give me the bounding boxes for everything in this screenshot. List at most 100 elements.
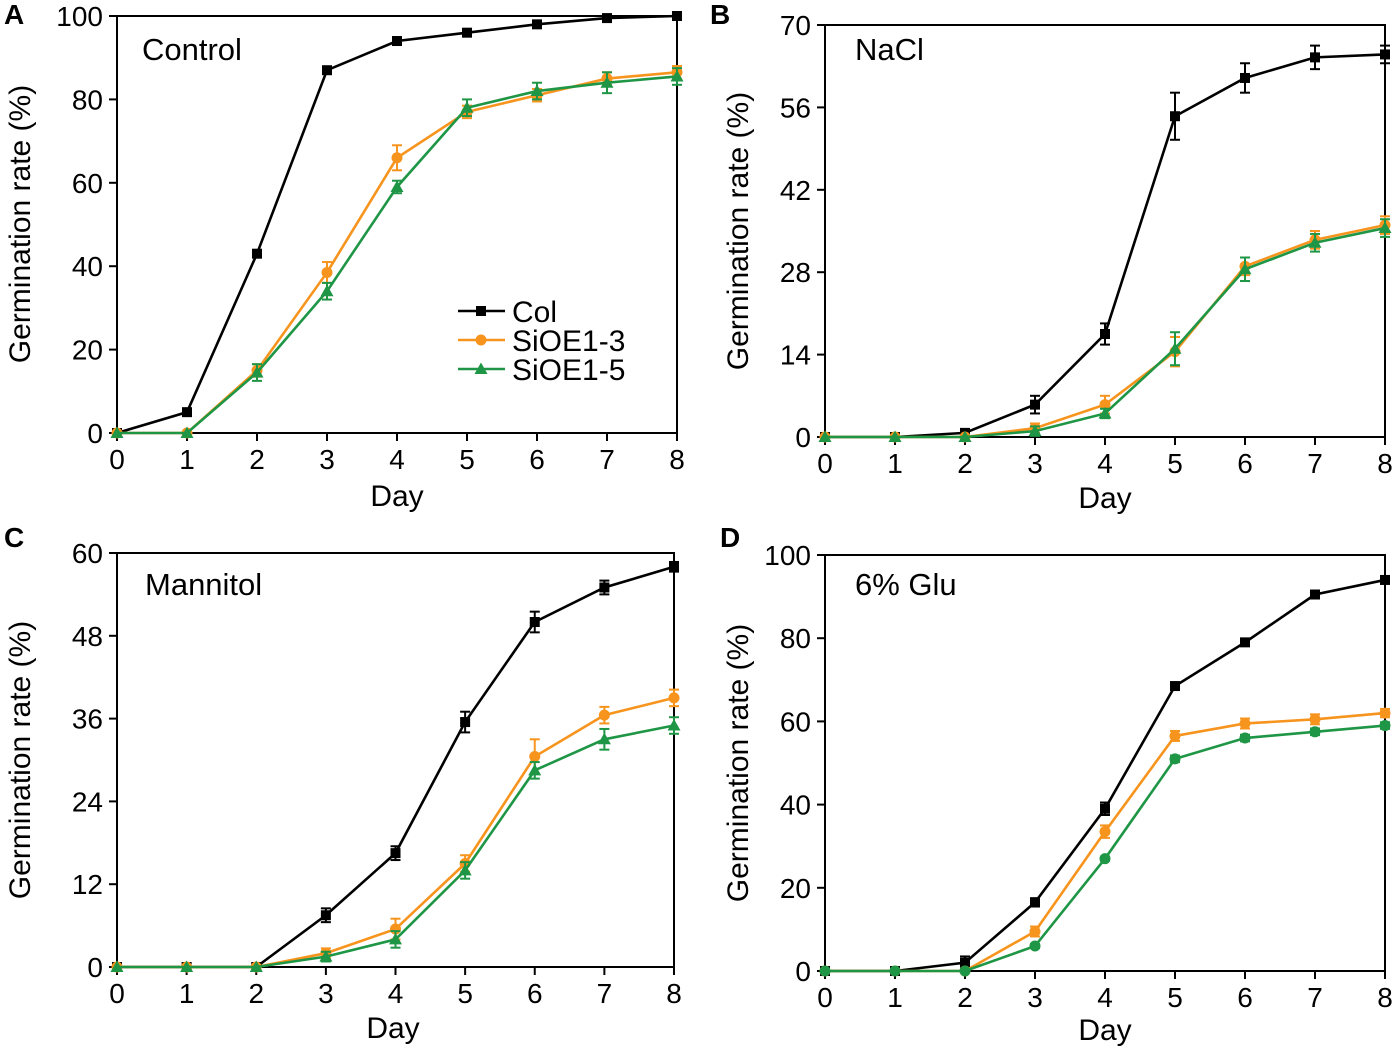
- x-tick-label: 3: [1027, 448, 1043, 479]
- y-tick-label: 60: [780, 706, 811, 737]
- legend-marker: [474, 362, 488, 374]
- data-point: [1030, 897, 1040, 908]
- panel-a: 0 1 2 3 4 5 6 7 8020406080100AControlDayGerminat…: [4, 0, 685, 513]
- legend-label: SiOE1-3: [512, 325, 625, 358]
- y-tick-label: 12: [72, 869, 103, 900]
- data-point: [600, 76, 614, 88]
- x-axis-label: Day: [366, 1012, 419, 1045]
- data-point: [599, 582, 610, 593]
- y-tick-label: 24: [72, 786, 103, 817]
- series-line: [825, 578, 1386, 973]
- data-point: [1310, 52, 1320, 63]
- x-tick-label: 1: [887, 982, 903, 1013]
- data-point: [1378, 221, 1392, 234]
- panel-title: Mannitol: [145, 567, 262, 602]
- series-sioe1-5: [818, 218, 1392, 442]
- series-sioe1-3: [819, 707, 1391, 977]
- panel-title: 6% Glu: [855, 567, 957, 602]
- x-tick-label: 6: [1237, 982, 1253, 1013]
- panel-letter: D: [720, 522, 740, 553]
- data-point: [819, 965, 831, 977]
- x-tick-label: 7: [599, 444, 615, 475]
- y-tick-label: 42: [780, 175, 811, 206]
- data-point: [1100, 329, 1110, 339]
- data-point: [529, 751, 541, 763]
- data-point: [182, 407, 192, 418]
- data-point: [110, 426, 124, 438]
- data-point: [1028, 424, 1042, 437]
- y-tick-label: 40: [780, 790, 811, 821]
- data-point: [888, 430, 902, 442]
- data-point: [110, 960, 124, 972]
- data-point: [1380, 574, 1390, 585]
- data-point: [1099, 399, 1111, 411]
- data-point: [598, 709, 610, 721]
- x-tick-label: 0: [817, 982, 833, 1013]
- x-tick-label: 6: [529, 444, 545, 475]
- data-point: [1308, 236, 1322, 248]
- data-point: [1099, 853, 1111, 865]
- y-tick-label: 0: [87, 952, 103, 983]
- y-tick-label: 40: [72, 251, 103, 282]
- series-col: [820, 574, 1390, 976]
- data-point: [889, 965, 901, 977]
- y-tick-label: 100: [764, 540, 811, 571]
- x-tick-label: 3: [318, 978, 334, 1009]
- x-tick-label: 4: [388, 978, 404, 1009]
- data-point: [249, 960, 263, 972]
- data-point: [390, 848, 401, 859]
- data-point: [1380, 49, 1390, 60]
- data-point: [597, 732, 611, 745]
- y-tick-label: 60: [72, 168, 103, 199]
- y-tick-label: 80: [72, 84, 103, 115]
- data-point: [602, 13, 612, 24]
- x-tick-label: 2: [957, 982, 973, 1013]
- data-point: [389, 932, 402, 945]
- data-point: [180, 426, 194, 438]
- data-point: [1098, 406, 1112, 419]
- data-point: [1379, 720, 1391, 732]
- data-point: [668, 692, 680, 704]
- x-tick-label: 6: [1237, 448, 1253, 479]
- data-point: [319, 950, 333, 962]
- x-tick-label: 6: [527, 978, 543, 1009]
- data-point: [252, 248, 262, 259]
- plot-frame: [116, 552, 675, 968]
- data-point: [1168, 342, 1182, 354]
- data-point: [669, 561, 679, 572]
- y-tick-label: 14: [780, 340, 811, 371]
- x-tick-label: 8: [669, 444, 685, 475]
- y-tick-label: 20: [72, 335, 103, 366]
- y-axis-label: Germination rate (%): [722, 624, 755, 902]
- plot-frame: [824, 554, 1386, 972]
- x-tick-label: 2: [249, 444, 265, 475]
- data-point: [958, 430, 972, 442]
- x-tick-label: 0: [109, 978, 125, 1009]
- data-point: [320, 284, 334, 297]
- x-tick-label: 4: [1097, 982, 1113, 1013]
- data-point: [1029, 940, 1041, 952]
- panel-title: Control: [142, 32, 242, 67]
- y-tick-label: 60: [72, 538, 103, 569]
- x-tick-label: 7: [597, 978, 613, 1009]
- x-tick-label: 4: [1097, 448, 1113, 479]
- series-line: [825, 711, 1386, 973]
- x-tick-label: 7: [1307, 448, 1323, 479]
- data-point: [458, 863, 472, 876]
- series-sioe1-5: [819, 720, 1391, 977]
- data-point: [1310, 589, 1320, 600]
- series-sioe1-5: [110, 67, 684, 438]
- y-axis-label: Germination rate (%): [4, 621, 37, 899]
- x-tick-label: 8: [1377, 448, 1393, 479]
- x-tick-label: 3: [319, 444, 335, 475]
- data-point: [460, 101, 474, 113]
- data-point: [529, 617, 540, 627]
- data-point: [1309, 726, 1321, 738]
- data-point: [321, 266, 333, 278]
- data-point: [530, 84, 544, 97]
- x-tick-label: 3: [1027, 982, 1043, 1013]
- x-axis-label: Day: [1078, 482, 1131, 515]
- data-point: [1170, 681, 1180, 692]
